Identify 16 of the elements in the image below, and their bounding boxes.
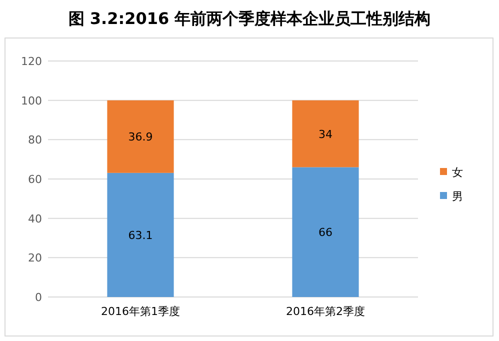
y-tick-label: 0	[35, 291, 42, 304]
chart-title: 图 3.2:2016 年前两个季度样本企业员工性别结构	[68, 9, 431, 28]
data-label: 63.1	[128, 228, 153, 242]
legend-label: 男	[452, 190, 463, 203]
legend-label: 女	[452, 166, 463, 179]
data-label: 36.9	[128, 130, 153, 144]
data-label: 34	[318, 128, 332, 141]
y-tick-label: 120	[21, 55, 42, 68]
y-tick-label: 20	[28, 252, 42, 265]
data-label: 66	[318, 226, 332, 240]
y-tick-label: 40	[28, 212, 42, 226]
y-tick-label: 80	[28, 134, 42, 147]
y-tick-label: 100	[21, 94, 42, 108]
y-tick-label: 60	[28, 173, 42, 186]
x-tick-label: 2016年第1季度	[101, 305, 180, 318]
x-tick-label: 2016年第2季度	[286, 305, 365, 318]
